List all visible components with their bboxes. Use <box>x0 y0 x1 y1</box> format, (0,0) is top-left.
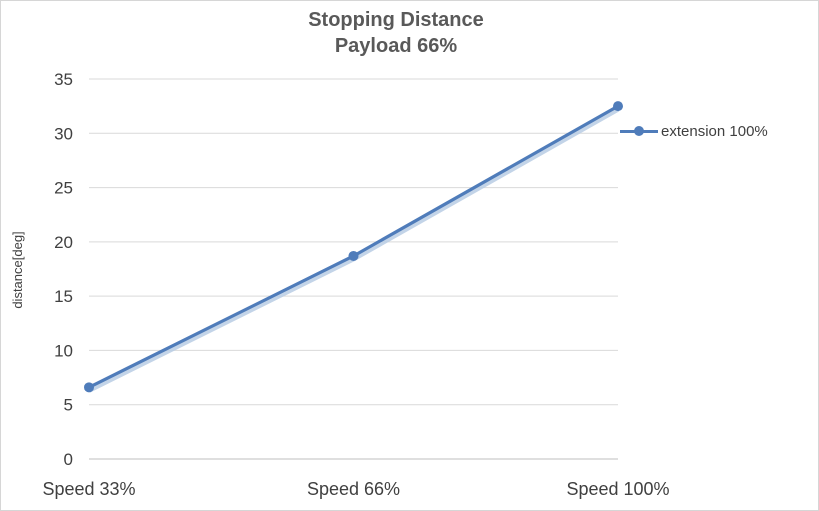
legend-series-label: extension 100% <box>661 123 768 140</box>
legend-dot-icon <box>634 126 644 136</box>
y-tick-label: 25 <box>54 179 73 198</box>
chart-title: Stopping Distance Payload 66% <box>1 7 791 59</box>
x-category-label: Speed 100% <box>566 479 669 499</box>
legend: extension 100% <box>620 123 768 140</box>
series-line <box>88 104 619 389</box>
y-tick-label: 10 <box>54 341 73 360</box>
y-tick-label: 20 <box>54 233 73 252</box>
y-tick-label: 35 <box>54 70 73 89</box>
y-tick-label: 0 <box>64 450 73 469</box>
data-point-marker <box>84 382 94 393</box>
chart-title-line2: Payload 66% <box>334 35 458 57</box>
data-point-marker <box>348 250 359 261</box>
y-tick-label: 30 <box>54 124 73 143</box>
y-tick-label: 15 <box>54 287 73 306</box>
y-tick-label: 5 <box>64 396 73 415</box>
data-point-marker <box>613 101 623 112</box>
legend-marker-icon <box>620 126 658 137</box>
x-category-label: Speed 66% <box>307 479 400 499</box>
chart-title-line1: Stopping Distance <box>308 9 484 31</box>
x-category-label: Speed 33% <box>42 479 135 499</box>
